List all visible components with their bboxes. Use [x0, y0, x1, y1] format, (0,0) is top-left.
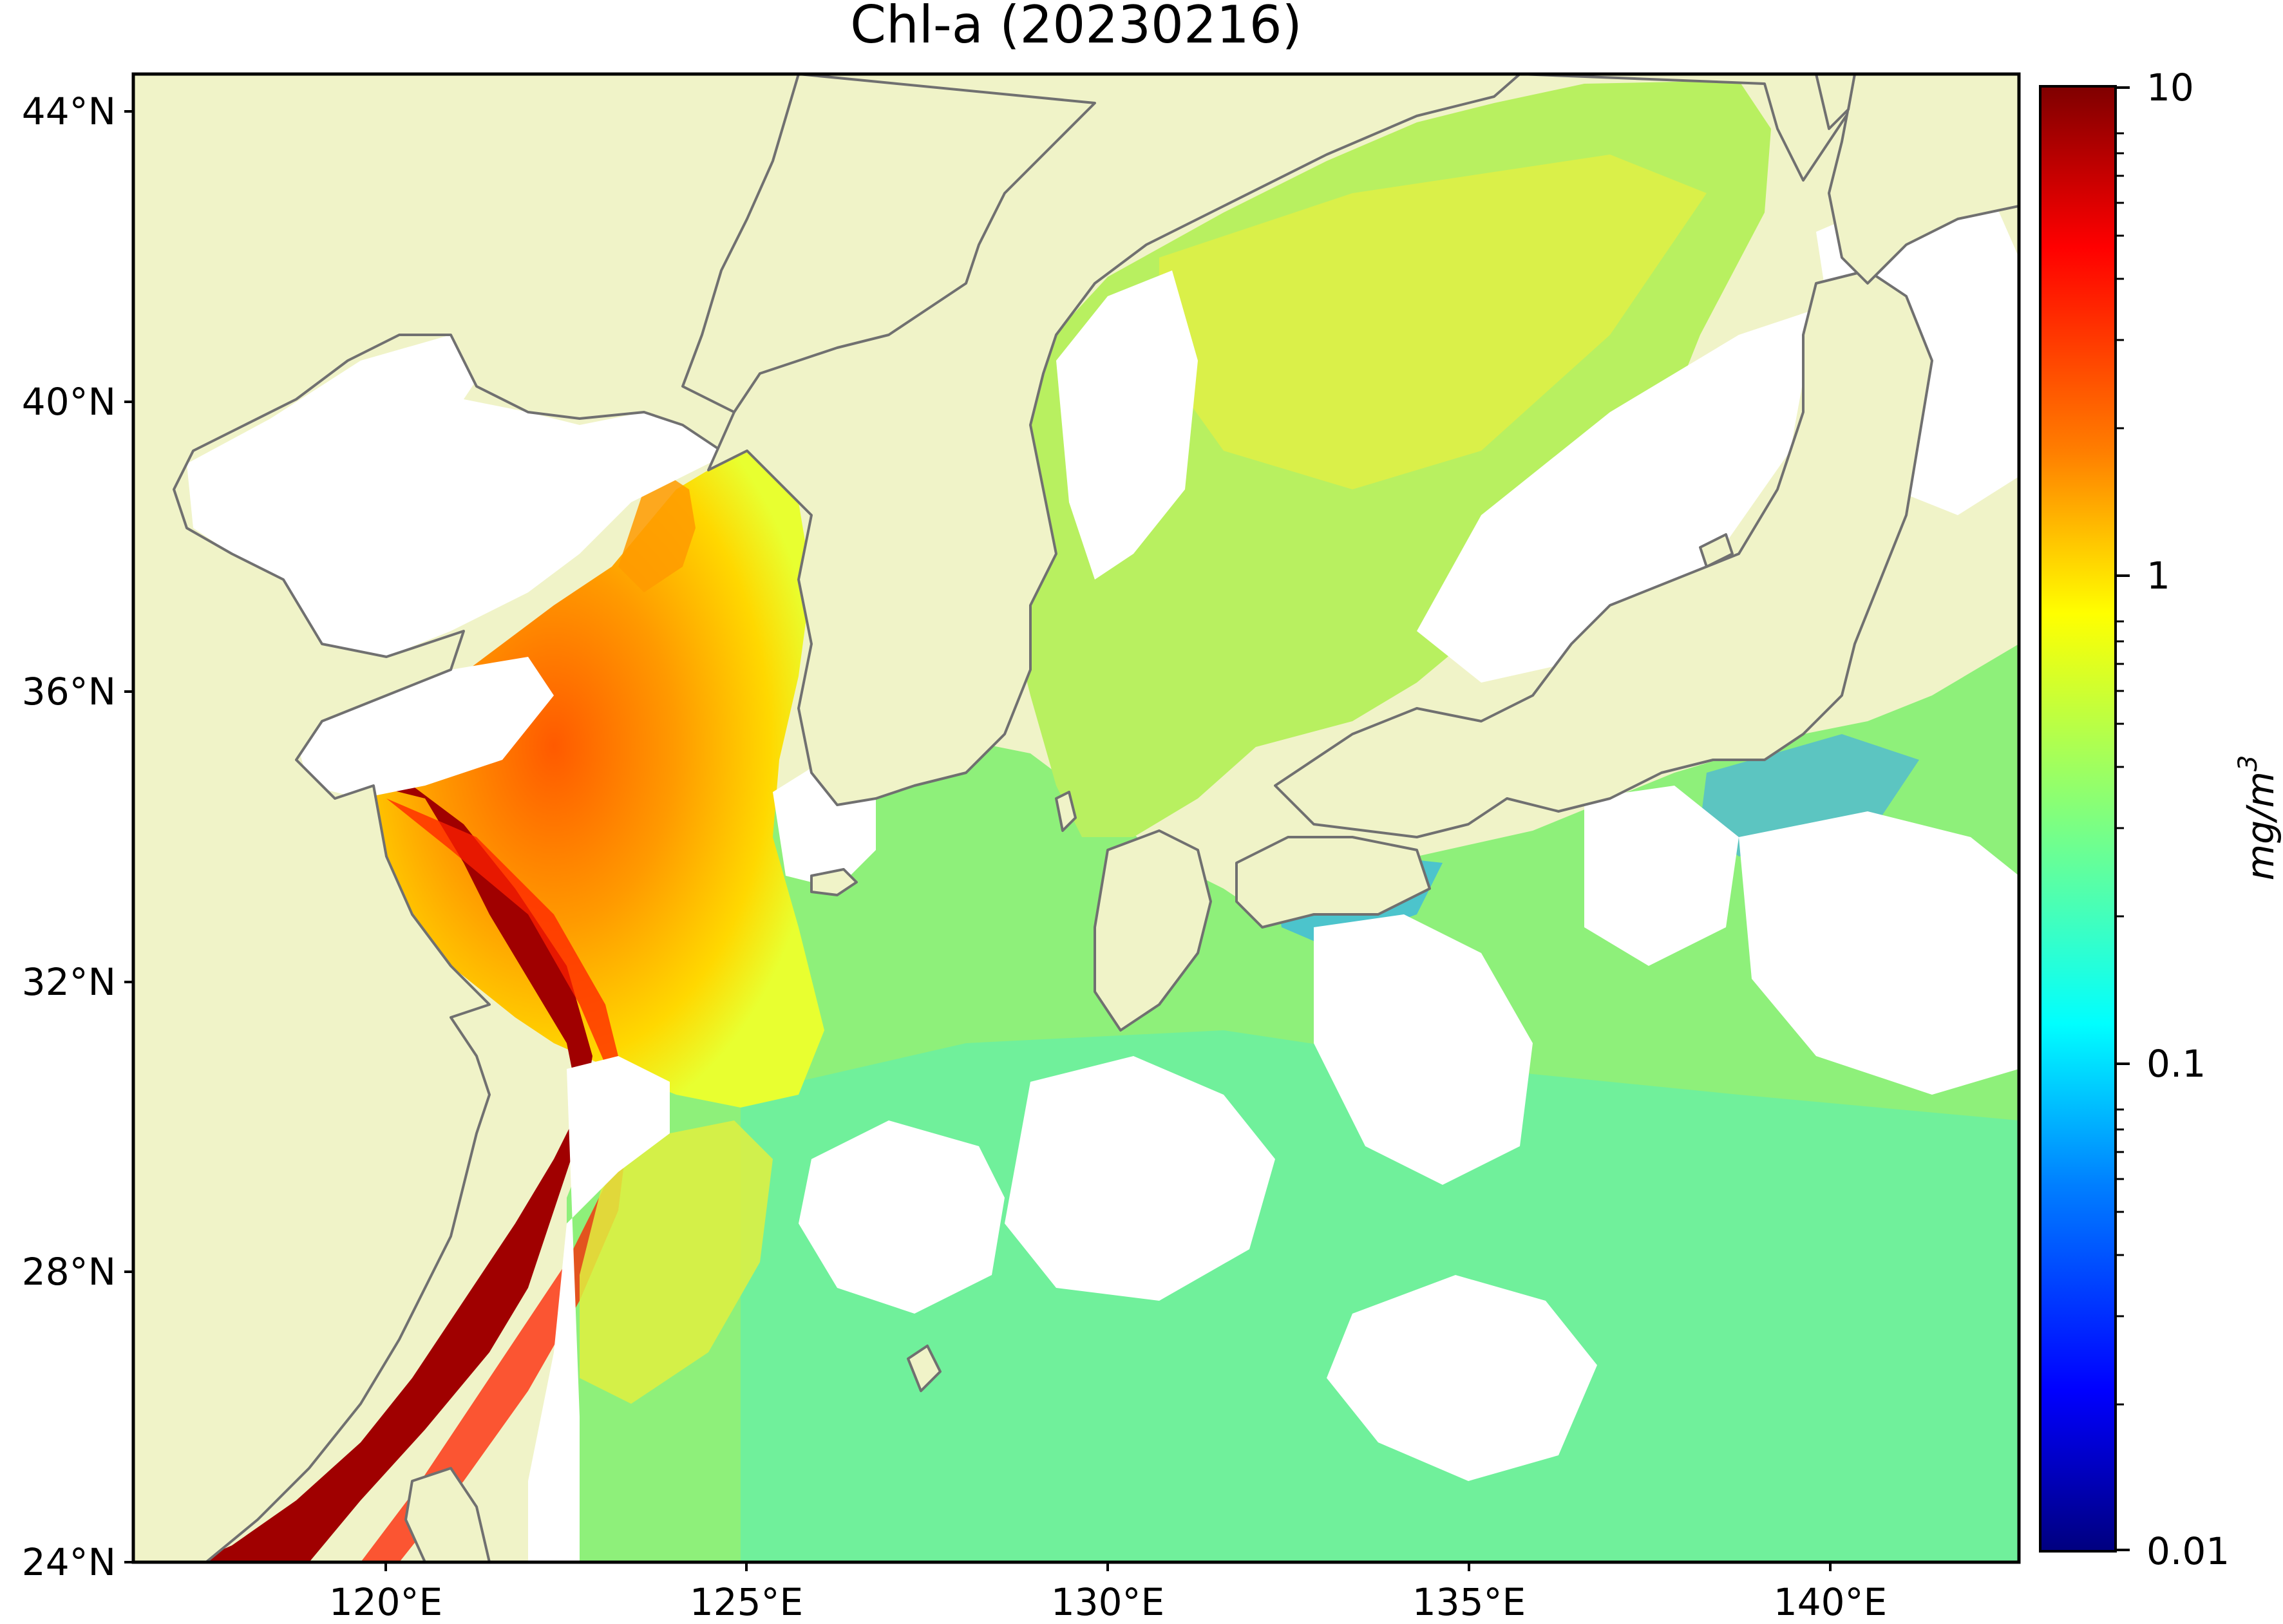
- lat-tick-label: 40°N: [22, 380, 116, 424]
- map-frame: [131, 72, 2021, 1564]
- sado-island: [1699, 533, 1734, 568]
- lon-tick-label: 130°E: [1051, 1580, 1164, 1624]
- colorbar: 10 1 0.1 0.01 mg/m3: [2039, 66, 2282, 1573]
- colorbar-unit: mg/m: [2239, 771, 2282, 880]
- lat-tick-label: 28°N: [22, 1250, 116, 1294]
- yellow-sea-field: [374, 451, 824, 1108]
- pacific-cloud-5: [1584, 786, 1739, 966]
- lon-tick-label: 125°E: [690, 1580, 803, 1624]
- map-title: Chl-a (20230216): [850, 0, 1302, 55]
- shandong-cloud: [296, 657, 554, 798]
- pacific-cloud-4: [1327, 1275, 1597, 1481]
- lon-tick-label: 135°E: [1412, 1580, 1526, 1624]
- lat-tick-label: 44°N: [22, 90, 116, 133]
- map-area: [133, 74, 2019, 1562]
- lat-tick-label: 36°N: [22, 670, 116, 713]
- china-coast-darkred: [193, 786, 592, 1562]
- jeju-island: [810, 868, 858, 896]
- ecs-cloud: [528, 1056, 670, 1562]
- tsushima-island: [1055, 791, 1077, 832]
- lat-tick-label: 32°N: [22, 960, 116, 1004]
- korea-east-cloud: [1056, 270, 1198, 580]
- taiwan: [404, 1467, 491, 1562]
- east-china-sea-yellow: [580, 1120, 773, 1404]
- pacific-cloud-6: [1739, 811, 2019, 1095]
- lon-tick-label: 120°E: [329, 1580, 442, 1624]
- pacific-cloud-3: [1314, 914, 1533, 1185]
- lat-tick-label: 24°N: [22, 1540, 116, 1584]
- colorbar-frame: [2039, 85, 2117, 1553]
- sakhalin-south: [1815, 74, 1856, 130]
- lat-axis: 44°N 40°N 36°N 32°N 28°N 24°N: [22, 90, 133, 1584]
- japan-sea-cloud: [1417, 309, 1816, 683]
- china-coast-red: [361, 798, 631, 1562]
- japan-kyushu: [1094, 829, 1212, 1032]
- yellow-sea-upper: [618, 477, 696, 592]
- colorbar-tick-label: 0.01: [2146, 1529, 2230, 1573]
- colorbar-gradient: [2040, 86, 2116, 1551]
- colorbar-tick-label: 1: [2146, 554, 2170, 598]
- japan-shikoku: [1235, 836, 1431, 929]
- colorbar-unit-label: mg/m3: [2233, 755, 2282, 881]
- colorbar-tick-label: 10: [2146, 66, 2194, 109]
- colorbar-tick-label: 0.1: [2146, 1042, 2206, 1086]
- pacific-cloud-2: [1005, 1056, 1275, 1301]
- colorbar-unit-superscript: 3: [2233, 755, 2263, 771]
- japan-sea-yellow: [1159, 155, 1707, 489]
- pacific-cloud-1: [799, 1120, 1005, 1314]
- colorbar-minor-ticks: [2116, 132, 2124, 1406]
- lon-axis: 120°E 125°E 130°E 135°E 140°E: [329, 1562, 1887, 1624]
- japan-honshu: [1274, 269, 1933, 838]
- japan-hokkaido: [1828, 74, 2019, 285]
- bohai-cloud: [187, 335, 734, 657]
- okinawa-island: [907, 1345, 942, 1392]
- china-mainland: [133, 74, 800, 1562]
- lon-tick-label: 140°E: [1774, 1580, 1887, 1624]
- korea-peninsula: [707, 74, 1521, 806]
